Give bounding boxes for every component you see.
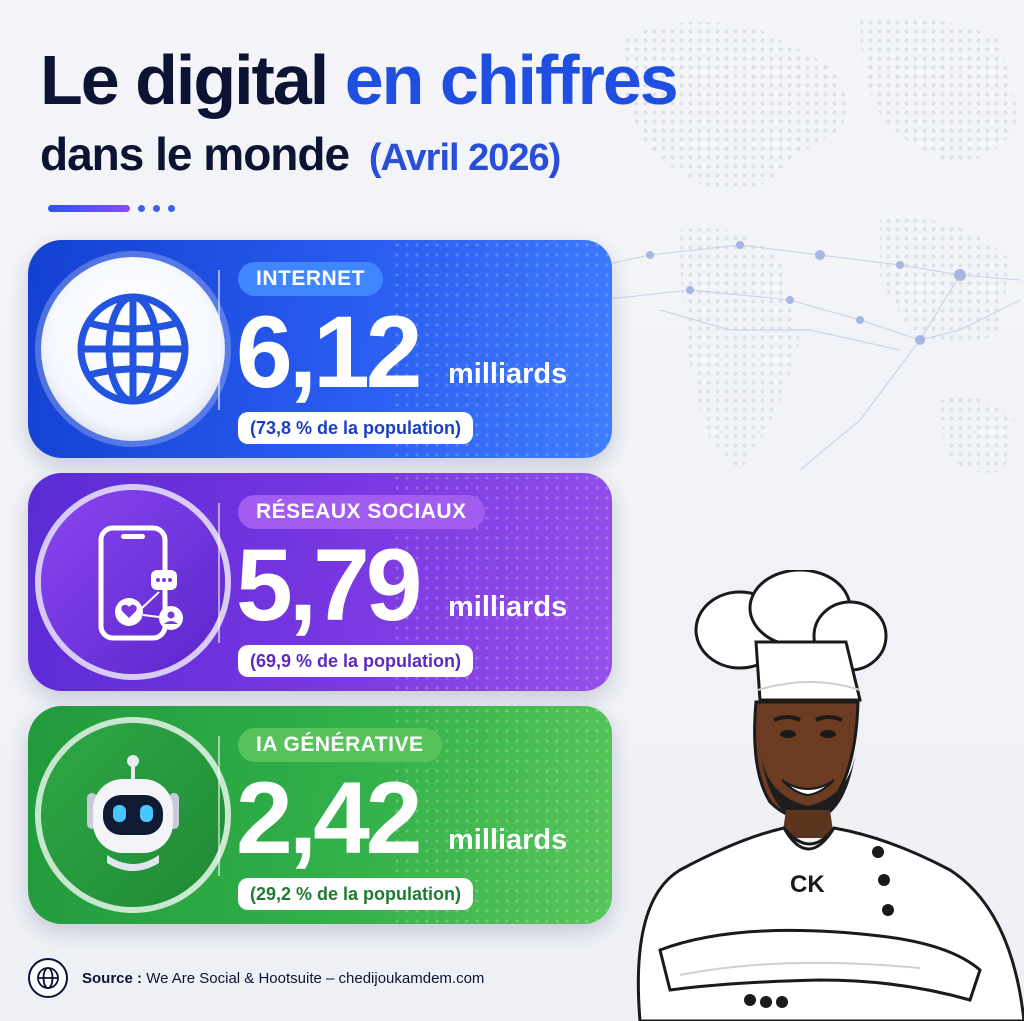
category-label: INTERNET xyxy=(238,262,383,296)
page-title: Le digital en chiffres dans le monde (Av… xyxy=(40,40,679,186)
chef-illustration: CK xyxy=(636,570,1024,1021)
stat-unit: milliards xyxy=(448,591,568,623)
globe-icon xyxy=(41,257,225,441)
stat-value: 2,42 xyxy=(236,761,423,875)
title-part2: en chiffres xyxy=(344,41,679,119)
date-label: (Avril 2026) xyxy=(368,137,561,179)
stat-unit: milliards xyxy=(448,824,568,856)
globe-icon xyxy=(28,958,68,998)
stat-unit: milliards xyxy=(448,358,568,390)
stat-card-social: RÉSEAUX SOCIAUX 5,79 milliards (69,9 % d… xyxy=(28,473,612,691)
title-part1: Le digital xyxy=(40,41,329,119)
chef-initials: CK xyxy=(790,871,825,898)
smartphone-social-icon xyxy=(41,490,225,674)
stat-card-internet: INTERNET 6,12 milliards (73,8 % de la po… xyxy=(28,240,612,458)
category-label: IA GÉNÉRATIVE xyxy=(238,728,442,762)
chef-hat-icon xyxy=(694,570,888,702)
category-label: RÉSEAUX SOCIAUX xyxy=(238,495,485,529)
title-underline xyxy=(48,205,175,212)
source-label: Source : xyxy=(82,969,143,987)
population-badge: (69,9 % de la population) xyxy=(238,645,474,677)
population-badge: (29,2 % de la population) xyxy=(238,878,474,910)
subtitle: dans le monde xyxy=(40,128,350,180)
source-text: We Are Social & Hootsuite – chedijoukamd… xyxy=(146,969,485,987)
stat-card-ia: IA GÉNÉRATIVE 2,42 milliards (29,2 % de … xyxy=(28,706,612,924)
robot-icon xyxy=(41,723,225,907)
stat-value: 6,12 xyxy=(236,295,423,409)
population-badge: (73,8 % de la population) xyxy=(238,412,474,444)
stat-value: 5,79 xyxy=(236,528,423,642)
world-map-background xyxy=(579,17,1021,473)
source-line: Source : We Are Social & Hootsuite – che… xyxy=(28,958,484,998)
